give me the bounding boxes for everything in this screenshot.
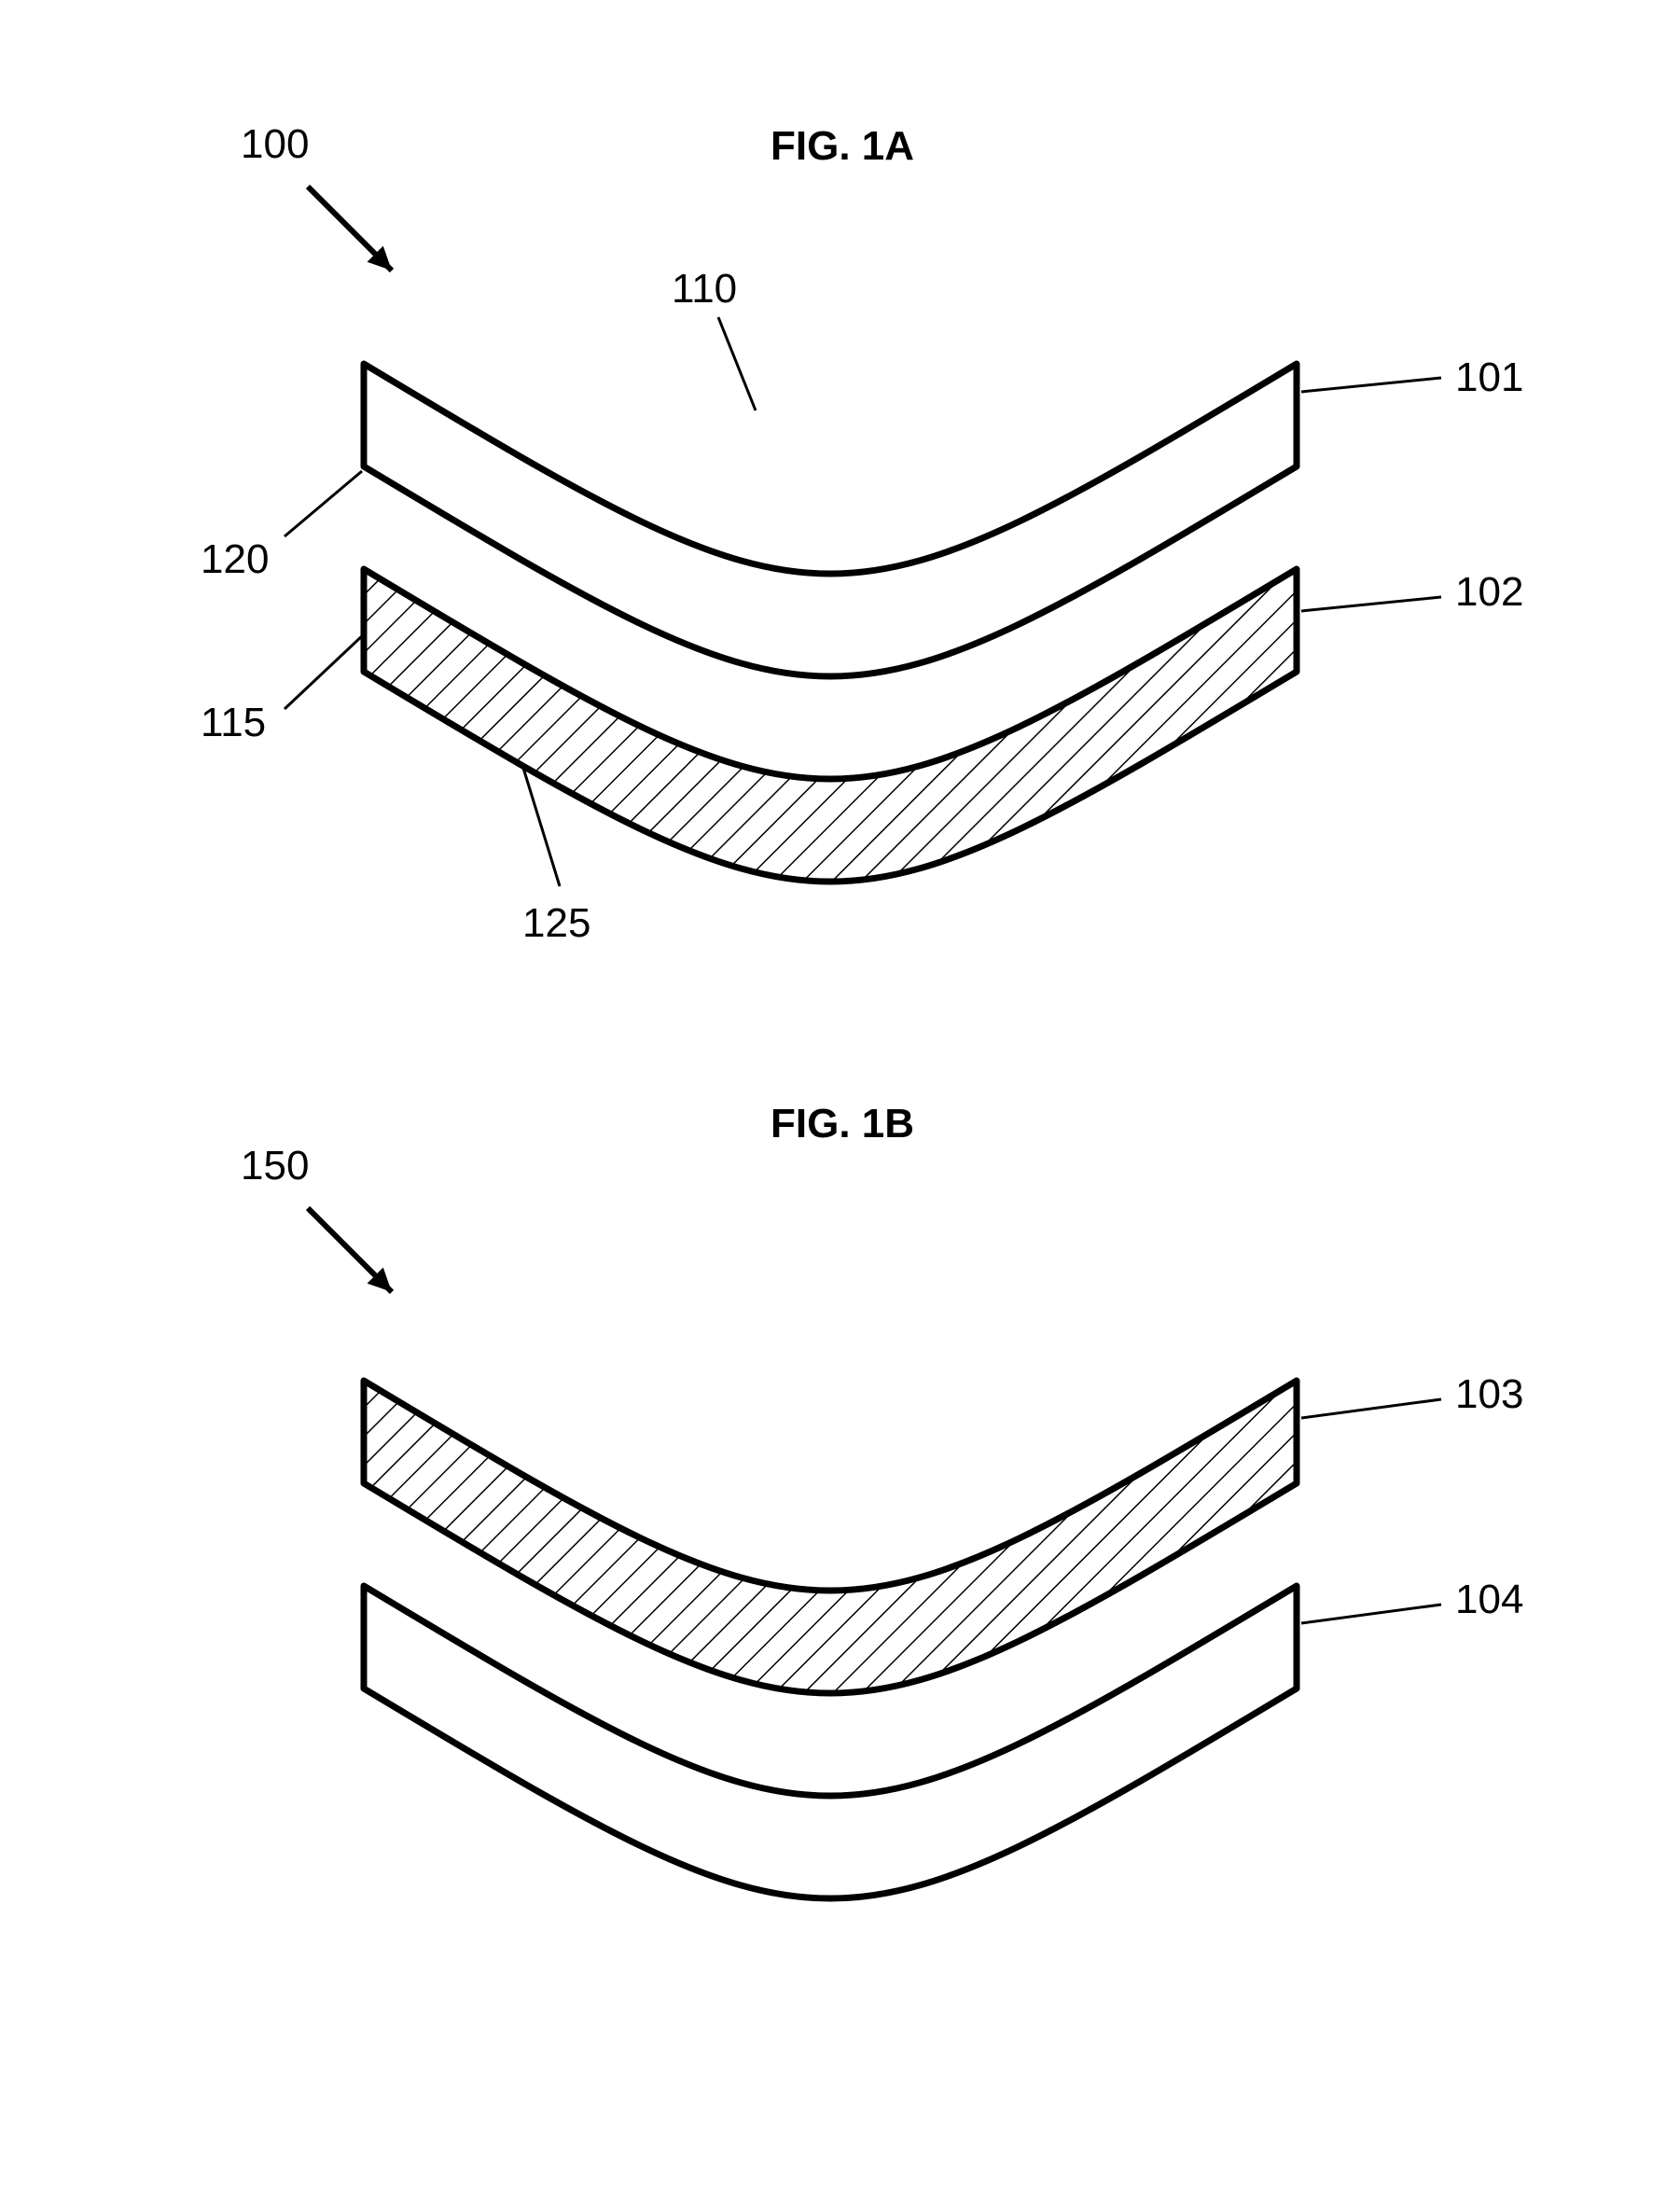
diagram-canvas — [0, 0, 1680, 2196]
fig-b-title: FIG. 1B — [771, 1101, 914, 1147]
label-101: 101 — [1455, 354, 1523, 401]
label-110: 110 — [672, 266, 737, 313]
fig-a-assembly-ref: 100 — [241, 121, 309, 168]
fig-b-assembly-ref: 150 — [241, 1143, 309, 1189]
fig-a-title: FIG. 1A — [771, 123, 914, 170]
label-102: 102 — [1455, 569, 1523, 616]
fig-b-group — [308, 1208, 1441, 1898]
fig-a-group — [285, 187, 1441, 886]
label-120: 120 — [201, 536, 269, 583]
label-125: 125 — [522, 900, 590, 947]
label-104: 104 — [1455, 1577, 1523, 1623]
label-103: 103 — [1455, 1371, 1523, 1418]
page: FIG. 1A 100 110 101 120 102 115 125 FIG.… — [0, 0, 1680, 2196]
label-115: 115 — [201, 700, 266, 746]
